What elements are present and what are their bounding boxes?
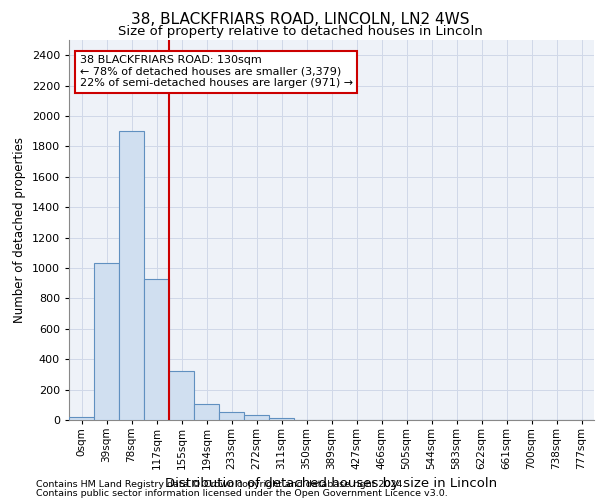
Bar xyxy=(219,412,244,420)
Bar xyxy=(244,416,269,420)
Bar xyxy=(144,278,169,420)
Text: 38, BLACKFRIARS ROAD, LINCOLN, LN2 4WS: 38, BLACKFRIARS ROAD, LINCOLN, LN2 4WS xyxy=(131,12,469,28)
Text: 38 BLACKFRIARS ROAD: 130sqm
← 78% of detached houses are smaller (3,379)
22% of : 38 BLACKFRIARS ROAD: 130sqm ← 78% of det… xyxy=(79,55,353,88)
Text: Size of property relative to detached houses in Lincoln: Size of property relative to detached ho… xyxy=(118,25,482,38)
Text: Contains public sector information licensed under the Open Government Licence v3: Contains public sector information licen… xyxy=(36,488,448,498)
Y-axis label: Number of detached properties: Number of detached properties xyxy=(13,137,26,323)
X-axis label: Distribution of detached houses by size in Lincoln: Distribution of detached houses by size … xyxy=(166,478,497,490)
Bar xyxy=(119,131,144,420)
Bar xyxy=(269,418,294,420)
Text: Contains HM Land Registry data © Crown copyright and database right 2024.: Contains HM Land Registry data © Crown c… xyxy=(36,480,406,489)
Bar xyxy=(169,372,194,420)
Bar xyxy=(194,404,219,420)
Bar xyxy=(94,264,119,420)
Bar xyxy=(69,417,94,420)
